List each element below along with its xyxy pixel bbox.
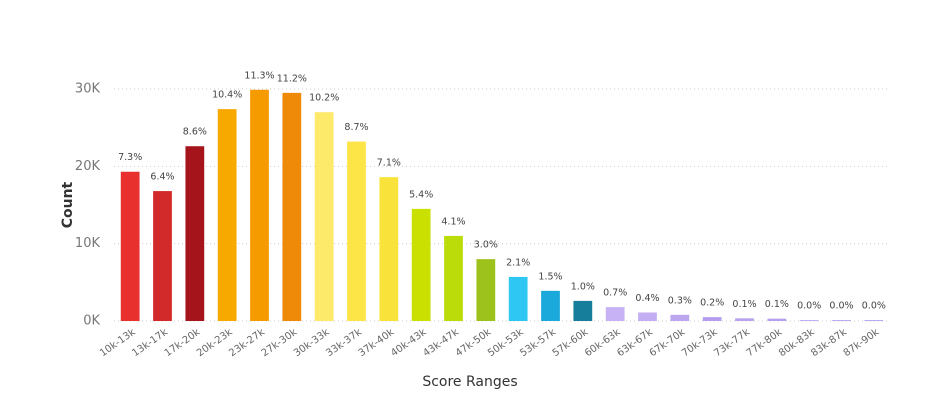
x-tick-label: 70k-73k (680, 327, 720, 359)
bar (444, 235, 463, 321)
x-tick-label: 47k-50k (454, 327, 494, 359)
data-label: 8.6% (183, 127, 207, 138)
data-label: 0.1% (732, 299, 756, 310)
bar (250, 89, 269, 321)
bar (702, 317, 722, 321)
x-tick-label: 73k-77k (712, 327, 752, 359)
bar (185, 146, 205, 321)
data-label: 7.1% (377, 158, 401, 169)
bar (573, 300, 593, 321)
bar (153, 191, 172, 321)
y-tick-label: 0K (83, 314, 100, 329)
y-tick-label: 20K (75, 159, 101, 174)
x-tick-label: 40k-43k (389, 327, 429, 359)
x-axis-title: Score Ranges (422, 374, 517, 390)
y-axis-title: Count (60, 181, 76, 228)
x-tick-label: 33k-37k (324, 327, 364, 359)
x-tick-label: 17k-20k (163, 327, 203, 359)
x-tick-label: 30k-33k (292, 327, 332, 359)
data-label: 0.3% (668, 295, 692, 306)
bar (508, 276, 528, 321)
x-tick-label: 37k-40k (357, 327, 397, 359)
data-label: 0.2% (700, 298, 724, 309)
data-label: 11.2% (277, 73, 307, 84)
x-tick-label: 87k-90k (842, 327, 882, 359)
bar (638, 312, 657, 321)
data-label: 0.0% (862, 301, 886, 312)
bar (735, 318, 754, 321)
data-label: 10.2% (309, 93, 339, 104)
bar (541, 290, 560, 321)
data-label: 1.0% (571, 281, 595, 292)
bar (282, 92, 302, 321)
data-label: 1.5% (538, 271, 562, 282)
x-tick-label: 60k-63k (583, 327, 623, 359)
data-label: 0.4% (635, 293, 659, 304)
data-label: 10.4% (212, 90, 242, 101)
x-tick-label: 27k-30k (260, 327, 300, 359)
bar (314, 112, 334, 321)
x-tick-label: 53k-57k (518, 327, 558, 359)
x-tick-label: 43k-47k (421, 327, 461, 359)
data-label: 7.3% (118, 152, 142, 163)
bar (379, 177, 399, 321)
data-label: 5.4% (409, 189, 433, 200)
data-label: 3.0% (474, 240, 498, 251)
bar (120, 171, 140, 321)
data-label: 2.1% (506, 257, 530, 268)
data-label: 0.7% (603, 288, 627, 299)
x-tick-label: 10k-13k (98, 327, 138, 359)
bar (217, 109, 237, 322)
x-tick-label: 57k-60k (551, 327, 591, 359)
y-tick-label: 10K (75, 236, 101, 251)
bar (799, 320, 819, 321)
x-tick-label: 80k-83k (777, 327, 817, 359)
y-tick-label: 30K (75, 82, 101, 97)
x-tick-label: 63k-67k (615, 327, 655, 359)
data-label: 8.7% (344, 122, 368, 133)
bar (476, 259, 496, 321)
bar (767, 318, 787, 321)
bar (347, 141, 366, 321)
data-label: 6.4% (150, 172, 174, 183)
x-tick-label: 20k-23k (195, 327, 235, 359)
data-label: 4.1% (441, 216, 465, 227)
bar (864, 320, 884, 321)
x-tick-label: 50k-53k (486, 327, 526, 359)
data-label: 0.0% (829, 301, 853, 312)
bar (411, 208, 431, 321)
data-label: 11.3% (244, 70, 274, 81)
x-tick-label: 67k-70k (648, 327, 688, 359)
x-tick-label: 13k-17k (130, 327, 170, 359)
x-tick-label: 23k-27k (227, 327, 267, 359)
x-tick-label: 77k-80k (745, 327, 785, 359)
data-label: 0.0% (797, 301, 821, 312)
bar (832, 320, 851, 321)
bar (670, 314, 690, 321)
bar (605, 307, 625, 321)
x-tick-label: 83k-87k (809, 327, 849, 359)
data-label: 0.1% (765, 299, 789, 310)
